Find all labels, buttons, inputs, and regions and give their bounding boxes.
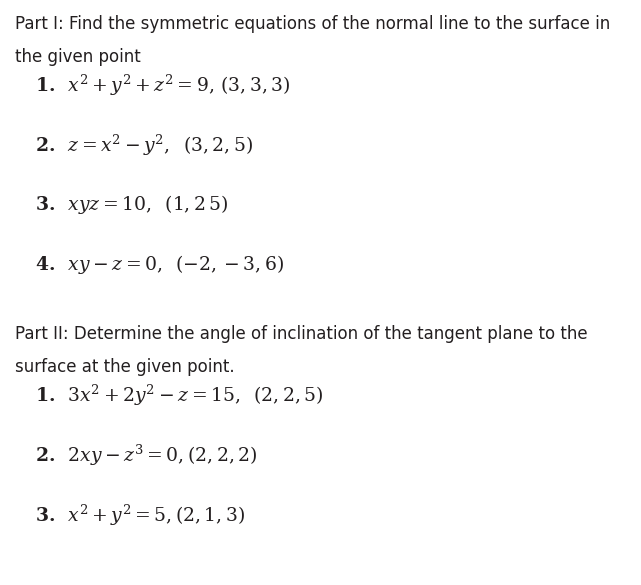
Text: 3.  $x^2 + y^2 = 5,(2,1,3)$: 3. $x^2 + y^2 = 5,(2,1,3)$	[35, 503, 246, 528]
Text: 4.  $xy - z = 0,\;\;(-2,-3,6)$: 4. $xy - z = 0,\;\;(-2,-3,6)$	[35, 253, 284, 276]
Text: Part II: Determine the angle of inclination of the tangent plane to the: Part II: Determine the angle of inclinat…	[15, 325, 588, 343]
Text: surface at the given point.: surface at the given point.	[15, 358, 235, 376]
Text: Part I: Find the symmetric equations of the normal line to the surface in: Part I: Find the symmetric equations of …	[15, 15, 610, 33]
Text: 2.  $z = x^2 - y^2,\;\;(3,2,5)$: 2. $z = x^2 - y^2,\;\;(3,2,5)$	[35, 133, 253, 158]
Text: 2.  $2xy - z^3 = 0,(2,2,2)$: 2. $2xy - z^3 = 0,(2,2,2)$	[35, 443, 258, 468]
Text: 1.  $3x^2 + 2y^2 - z = 15,\;\;(2,2,5)$: 1. $3x^2 + 2y^2 - z = 15,\;\;(2,2,5)$	[35, 383, 324, 408]
Text: 3.  $xyz = 10,\;\;(1,2\,5)$: 3. $xyz = 10,\;\;(1,2\,5)$	[35, 193, 228, 216]
Text: the given point: the given point	[15, 48, 141, 66]
Text: 1.  $x^2 + y^2 + z^2 = 9,\,(3,3,3)$: 1. $x^2 + y^2 + z^2 = 9,\,(3,3,3)$	[35, 73, 290, 98]
